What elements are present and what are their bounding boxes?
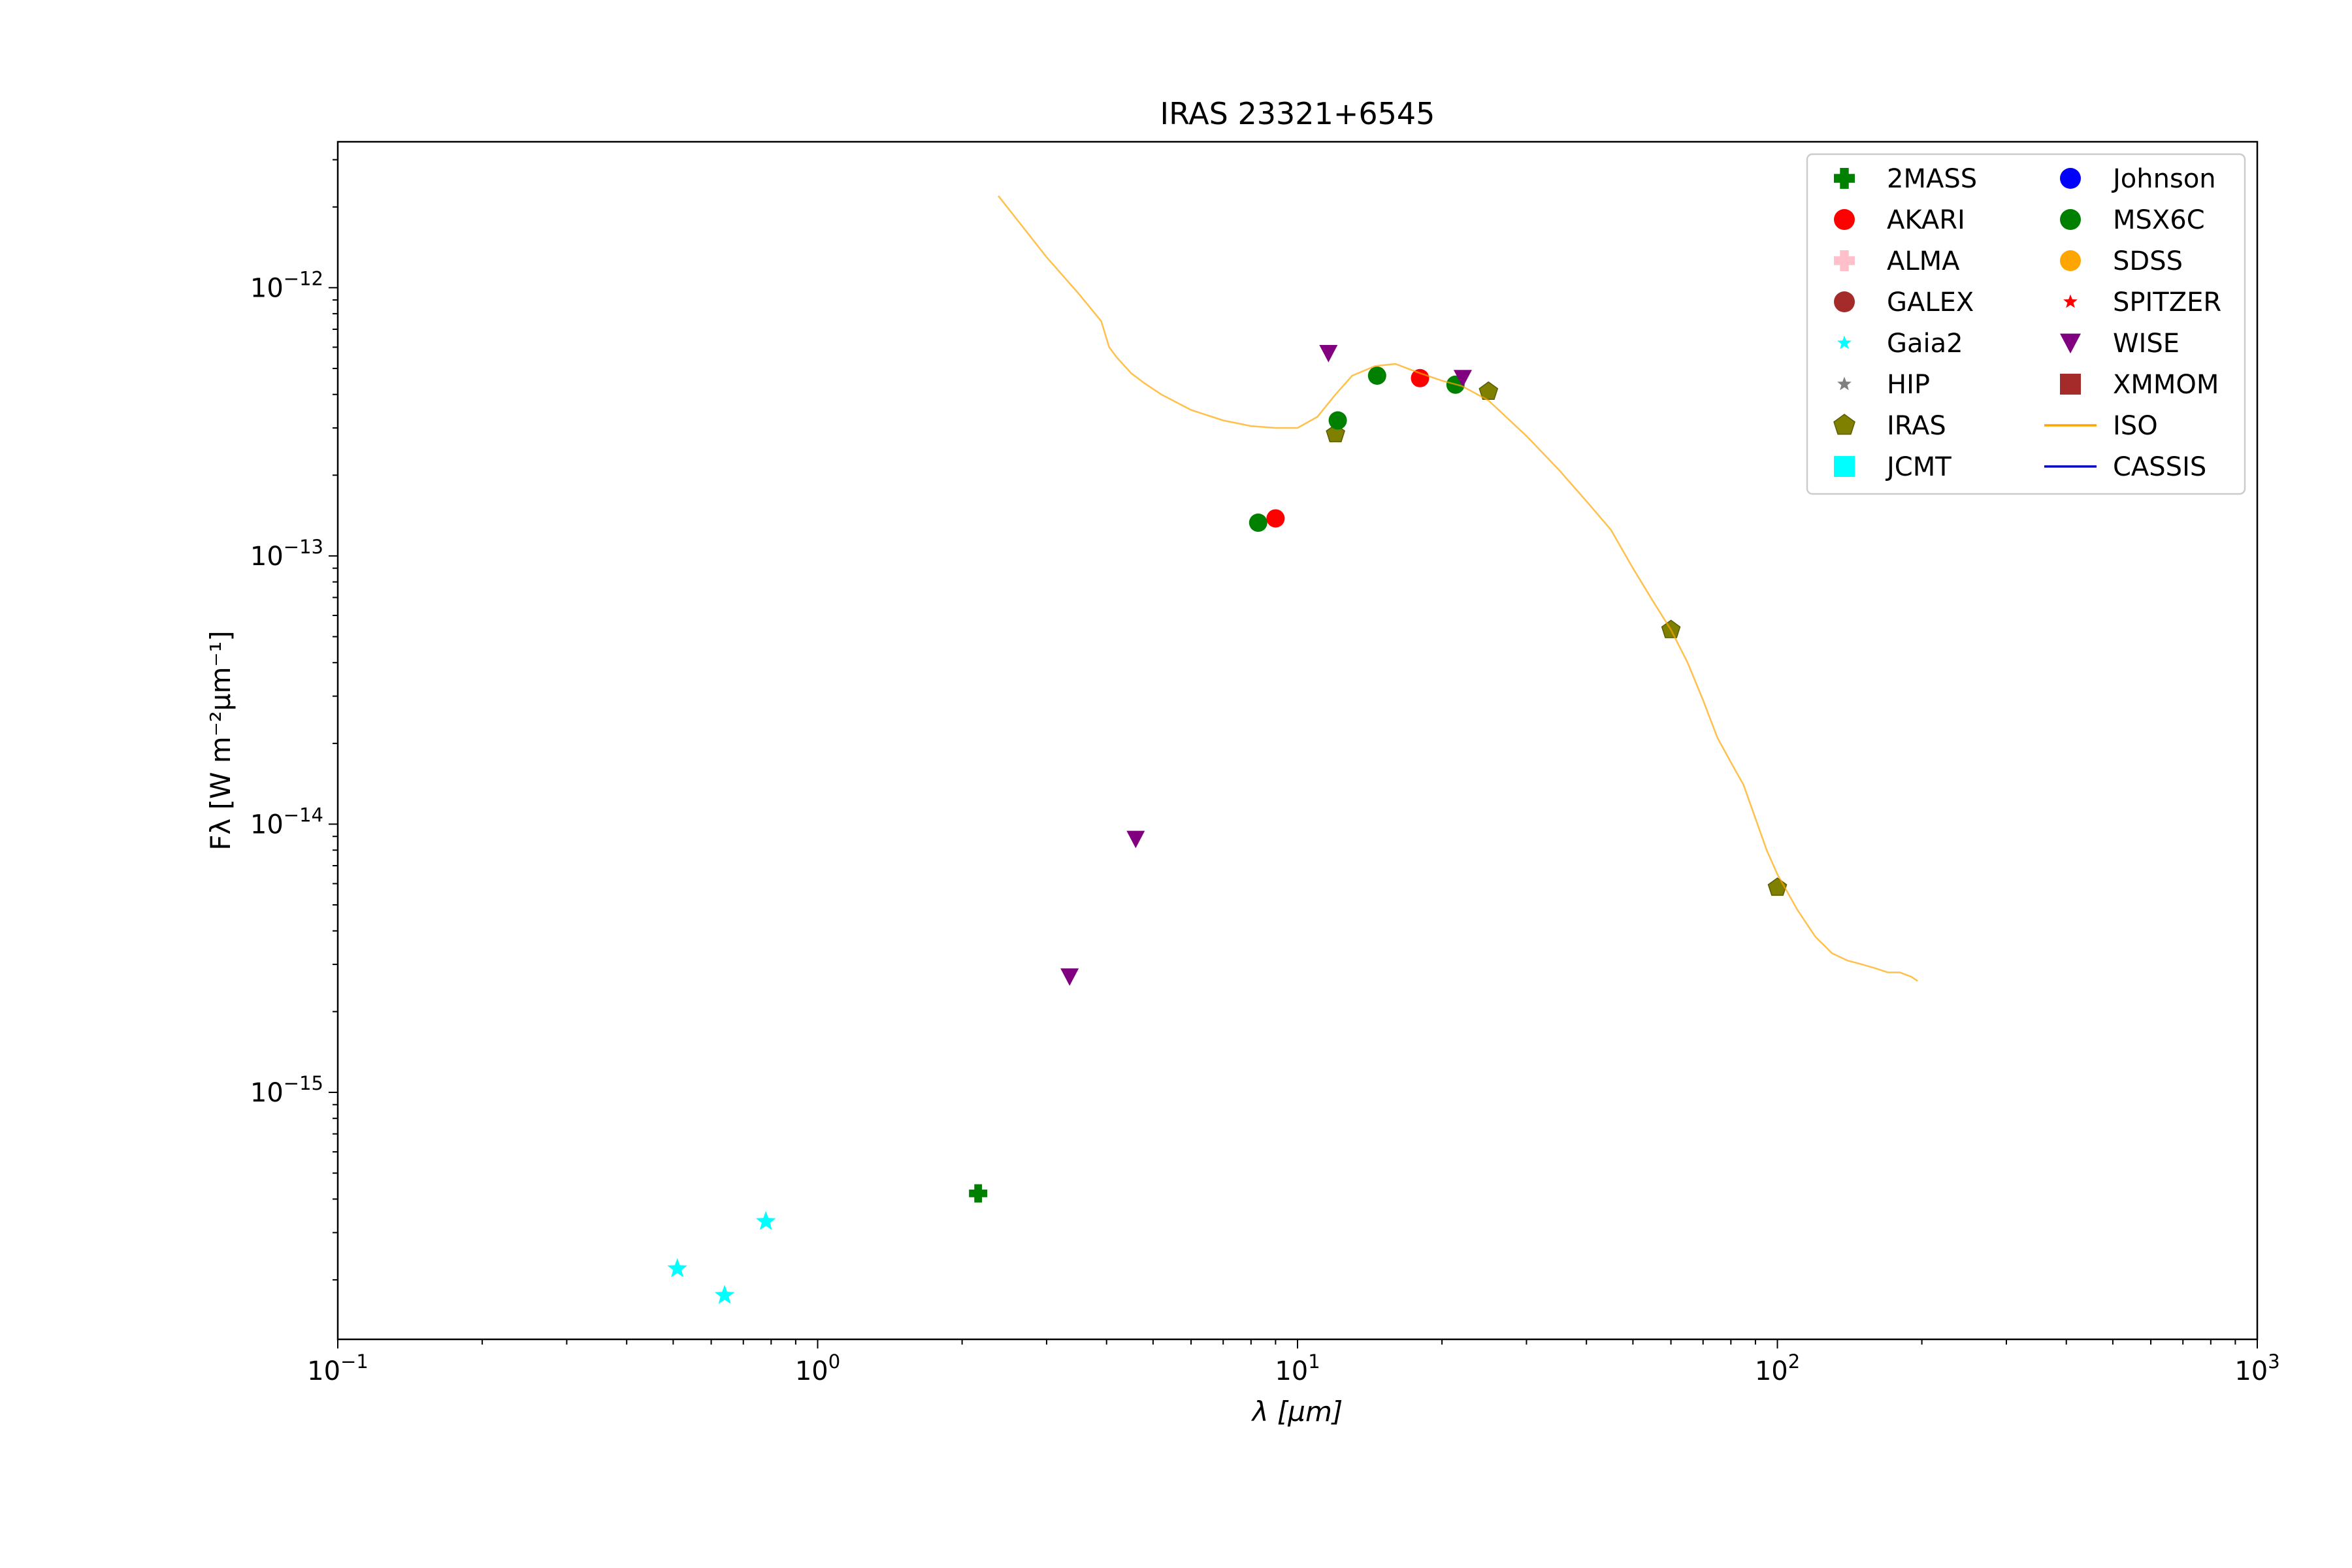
legend-swatch-xmmom [2060, 374, 2081, 395]
series-iso-line [998, 195, 1918, 982]
legend-label-xmmom: XMMOM [2113, 370, 2219, 400]
point-msx6c [1249, 514, 1267, 532]
point-msx6c [1367, 366, 1386, 385]
x-tick-label: 101 [1275, 1350, 1320, 1386]
point-2mass [969, 1184, 988, 1203]
legend-label-galex: GALEX [1887, 287, 1974, 318]
legend-label-jcmt: JCMT [1885, 452, 1952, 482]
x-tick-label: 100 [795, 1350, 840, 1386]
series-layer [667, 195, 1918, 1304]
point-akari [1411, 368, 1429, 387]
legend-label-alma: ALMA [1887, 246, 1960, 276]
point-wise [1126, 830, 1145, 849]
legend-swatch-msx6c [2060, 209, 2081, 230]
x-tick-label: 102 [1755, 1350, 1800, 1386]
point-wise [1060, 968, 1079, 986]
y-tick-label: 10−12 [250, 267, 323, 303]
legend-label-iras: IRAS [1887, 411, 1946, 441]
legend-label-hip: HIP [1887, 370, 1930, 400]
legend-swatch-wise [2060, 333, 2081, 353]
legend-swatch-jcmt [1834, 456, 1855, 477]
legend-swatch-iras [1833, 414, 1855, 435]
legend-label-cassis: CASSIS [2113, 452, 2206, 482]
legend-label-johnson: Johnson [2111, 164, 2216, 194]
legend-label-akari: AKARI [1887, 205, 1965, 235]
chart-title: IRAS 23321+6545 [1160, 96, 1435, 131]
x-tick-label: 10−1 [307, 1350, 368, 1386]
legend-swatch-akari [1834, 209, 1855, 230]
legend-label-sdss: SDSS [2113, 246, 2183, 276]
point-gaia2 [714, 1284, 735, 1304]
legend-swatch-galex [1834, 291, 1855, 312]
legend-label-gaia2: Gaia2 [1887, 329, 1963, 359]
legend-frame [1806, 153, 2246, 495]
legend-label-2mass: 2MASS [1887, 164, 1977, 194]
legend-swatch-hip [1837, 376, 1852, 391]
y-tick-label: 10−15 [250, 1072, 323, 1108]
legend-label-iso: ISO [2113, 411, 2158, 441]
point-iras [1478, 381, 1499, 400]
x-axis-label: λ [μm] [1251, 1396, 1343, 1428]
point-gaia2 [755, 1211, 776, 1230]
legend-swatch-sdss [2060, 250, 2081, 271]
y-tick-label: 10−14 [250, 804, 323, 840]
legend-swatch-johnson [2060, 168, 2081, 189]
legend-swatch-gaia2 [1837, 335, 1852, 350]
legend-swatch-spitzer [2063, 294, 2078, 308]
y-tick-label: 10−13 [250, 536, 323, 572]
y-axis-label: Fλ [W m⁻²μm⁻¹] [204, 630, 237, 851]
legend-label-spitzer: SPITZER [2113, 287, 2221, 318]
legend: 2MASS AKARI ALMA GALEX Gaia2 HIP IRAS JCMT Johns… [1806, 153, 2246, 495]
point-gaia2 [667, 1258, 687, 1277]
x-tick-label: 103 [2234, 1350, 2279, 1386]
point-akari [1266, 509, 1285, 528]
legend-label-msx6c: MSX6C [2113, 205, 2205, 235]
legend-swatch-2mass [1834, 168, 1855, 189]
legend-swatch-alma [1834, 250, 1855, 271]
legend-label-wise: WISE [2113, 329, 2180, 359]
point-wise [1453, 370, 1472, 387]
point-msx6c [1328, 411, 1347, 430]
point-wise [1319, 344, 1338, 363]
